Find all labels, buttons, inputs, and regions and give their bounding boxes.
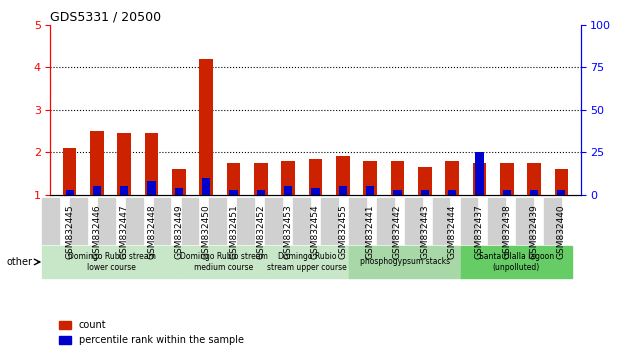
Bar [557, 190, 565, 195]
Bar [230, 190, 238, 195]
Text: other: other [6, 257, 32, 267]
Bar [284, 186, 292, 195]
Bar [366, 186, 374, 195]
Bar [445, 161, 459, 195]
Bar [312, 188, 319, 195]
Bar [227, 163, 240, 195]
Bar [62, 148, 76, 195]
Bar [199, 59, 213, 195]
Text: Domingo Rubio
stream upper course: Domingo Rubio stream upper course [268, 252, 347, 272]
Text: Santa Olalla lagoon
(unpolluted): Santa Olalla lagoon (unpolluted) [479, 252, 554, 272]
Bar [117, 133, 131, 195]
Legend: count, percentile rank within the sample: count, percentile rank within the sample [56, 316, 247, 349]
Bar [473, 163, 487, 195]
Text: GDS5331 / 20500: GDS5331 / 20500 [50, 11, 162, 24]
Bar [393, 190, 401, 195]
Bar [530, 190, 538, 195]
Bar [448, 190, 456, 195]
Text: Domingo Rubio stream
lower course: Domingo Rubio stream lower course [68, 252, 156, 272]
Bar [418, 167, 432, 195]
Bar [254, 163, 268, 195]
Bar [202, 178, 210, 195]
Bar [391, 161, 404, 195]
Bar [421, 190, 429, 195]
Bar [175, 188, 183, 195]
Bar [528, 163, 541, 195]
Bar [120, 186, 128, 195]
Bar [257, 190, 265, 195]
Bar [363, 161, 377, 195]
Bar [66, 190, 74, 195]
Bar [281, 161, 295, 195]
Text: Domingo Rubio stream
medium course: Domingo Rubio stream medium course [179, 252, 268, 272]
Bar [555, 169, 569, 195]
Bar [90, 131, 103, 195]
Bar [172, 169, 186, 195]
Bar [500, 163, 514, 195]
Bar [336, 156, 350, 195]
Bar [309, 159, 322, 195]
Bar [339, 186, 347, 195]
Bar [148, 181, 156, 195]
Bar [503, 190, 511, 195]
Bar [475, 152, 483, 195]
Bar [93, 186, 101, 195]
Text: phosphogypsum stacks: phosphogypsum stacks [360, 257, 450, 267]
Bar [144, 133, 158, 195]
